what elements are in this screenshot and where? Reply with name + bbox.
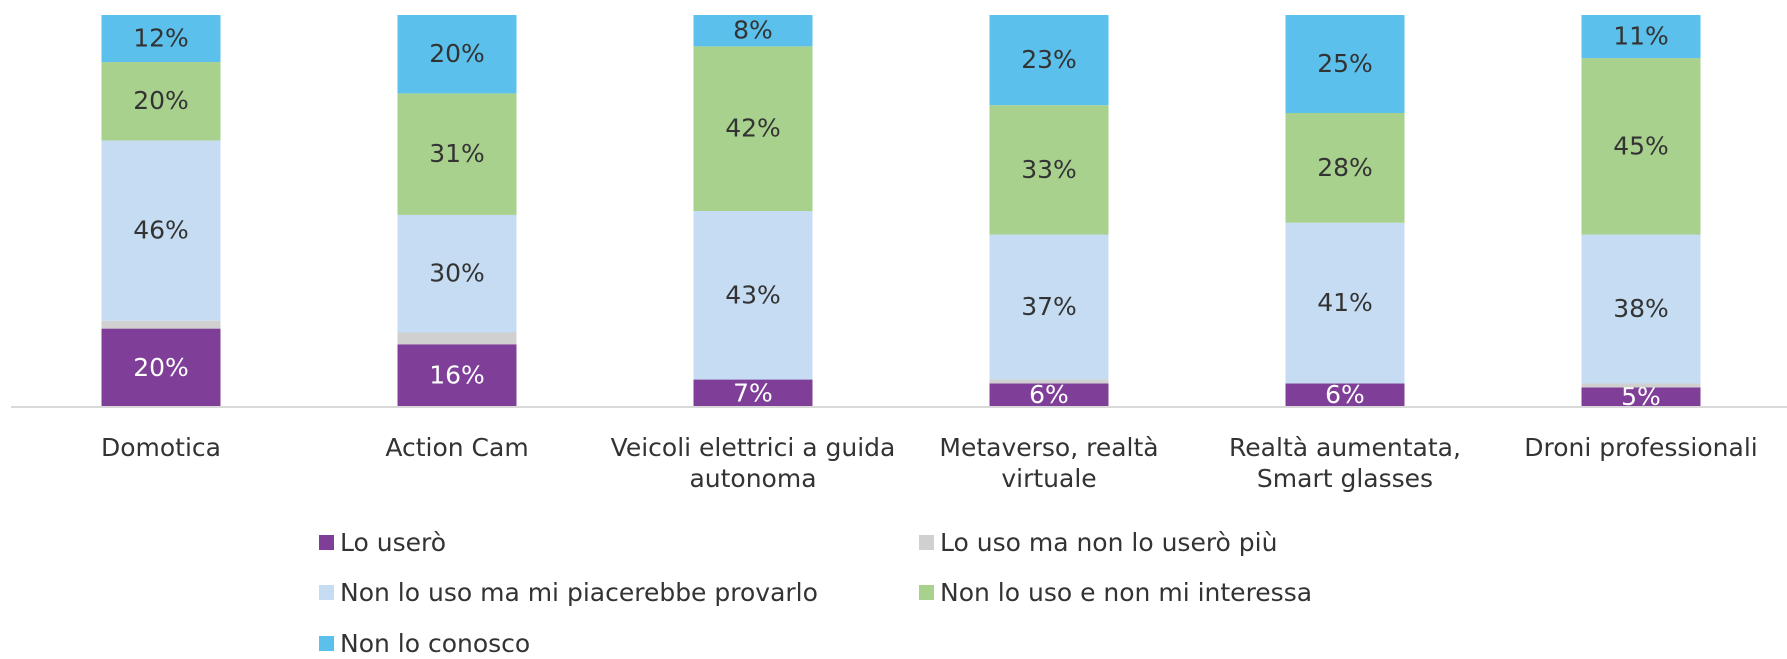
bar-segment	[1581, 234, 1701, 384]
bar-segment	[989, 234, 1109, 380]
value-label: 6%	[1325, 380, 1365, 409]
value-label: 42%	[725, 114, 781, 143]
value-label: 28%	[1317, 153, 1373, 182]
legend-item: Non lo uso ma mi piacerebbe provarlo	[319, 578, 818, 607]
value-label: 46%	[133, 216, 189, 245]
bar-segment	[397, 332, 517, 345]
bar-segment	[1285, 15, 1405, 113]
bar-segment	[693, 46, 813, 211]
bar-segment	[397, 344, 517, 407]
value-label: 41%	[1317, 288, 1373, 317]
bar-segment	[397, 93, 517, 215]
value-label: 37%	[1021, 292, 1077, 321]
bar-segment	[693, 15, 813, 47]
bar-segment	[989, 105, 1109, 235]
bar-segment	[1285, 222, 1405, 384]
legend-swatch	[919, 585, 934, 600]
bar-segment	[397, 15, 517, 94]
legend-label: Non lo uso e non mi interessa	[940, 578, 1313, 607]
bar-segment	[693, 379, 813, 407]
value-label: 45%	[1613, 131, 1669, 160]
bar-segment	[101, 320, 221, 329]
value-label: 7%	[733, 378, 773, 407]
legend-label: Non lo conosco	[340, 629, 531, 658]
legend-item: Non lo conosco	[319, 629, 530, 658]
x-tick-label: Action Cam	[385, 433, 529, 462]
legend-label: Non lo uso ma mi piacerebbe provarlo	[340, 578, 818, 607]
value-label: 20%	[133, 353, 189, 382]
bar-segment	[1581, 15, 1701, 59]
value-label: 6%	[1029, 380, 1069, 409]
bar-segment	[1285, 113, 1405, 223]
x-tick-label: Droni professionali	[1524, 433, 1758, 462]
value-label: 11%	[1613, 22, 1669, 51]
bar-segment	[1581, 387, 1701, 407]
value-label: 20%	[429, 39, 485, 68]
bar-segment	[989, 383, 1109, 407]
x-tick-label: Veicoli elettrici a guida autonoma	[610, 433, 896, 493]
legend-item: Lo uso ma non lo userò più	[919, 528, 1277, 557]
bar-segment	[101, 62, 221, 141]
bar-segment	[101, 15, 221, 63]
value-label: 12%	[133, 24, 189, 53]
x-tick-label: Realtà aumentata, Smart glasses	[1229, 433, 1461, 493]
value-label: 8%	[733, 16, 773, 45]
legend-swatch	[919, 535, 934, 550]
legend-swatch	[319, 535, 334, 550]
x-tick-label: Metaverso, realtà virtuale	[939, 433, 1159, 493]
value-label: 25%	[1317, 49, 1373, 78]
legend-item: Non lo uso e non mi interessa	[919, 578, 1312, 607]
bar-segment	[693, 211, 813, 380]
value-label: 43%	[725, 280, 781, 309]
bar-segment	[989, 15, 1109, 106]
legend-label: Lo userò	[340, 528, 447, 557]
value-label: 30%	[429, 259, 485, 288]
value-label: 31%	[429, 139, 485, 168]
legend-swatch	[319, 585, 334, 600]
bar-segment	[1581, 383, 1701, 388]
legend-label: Lo uso ma non lo userò più	[940, 528, 1278, 557]
bar-segment	[397, 214, 517, 333]
bar-segment	[101, 140, 221, 321]
bar-segment	[1285, 383, 1405, 407]
value-label: 23%	[1021, 45, 1077, 74]
value-label: 16%	[429, 361, 485, 390]
bar-segment	[101, 328, 221, 407]
x-tick-label: Domotica	[100, 433, 221, 462]
value-label: 20%	[133, 86, 189, 115]
bar-segment	[1581, 58, 1701, 235]
value-label: 33%	[1021, 155, 1077, 184]
legend-swatch	[319, 636, 334, 651]
value-label: 38%	[1613, 294, 1669, 323]
legend-item: Lo userò	[319, 528, 446, 557]
bar-segment	[989, 379, 1109, 384]
